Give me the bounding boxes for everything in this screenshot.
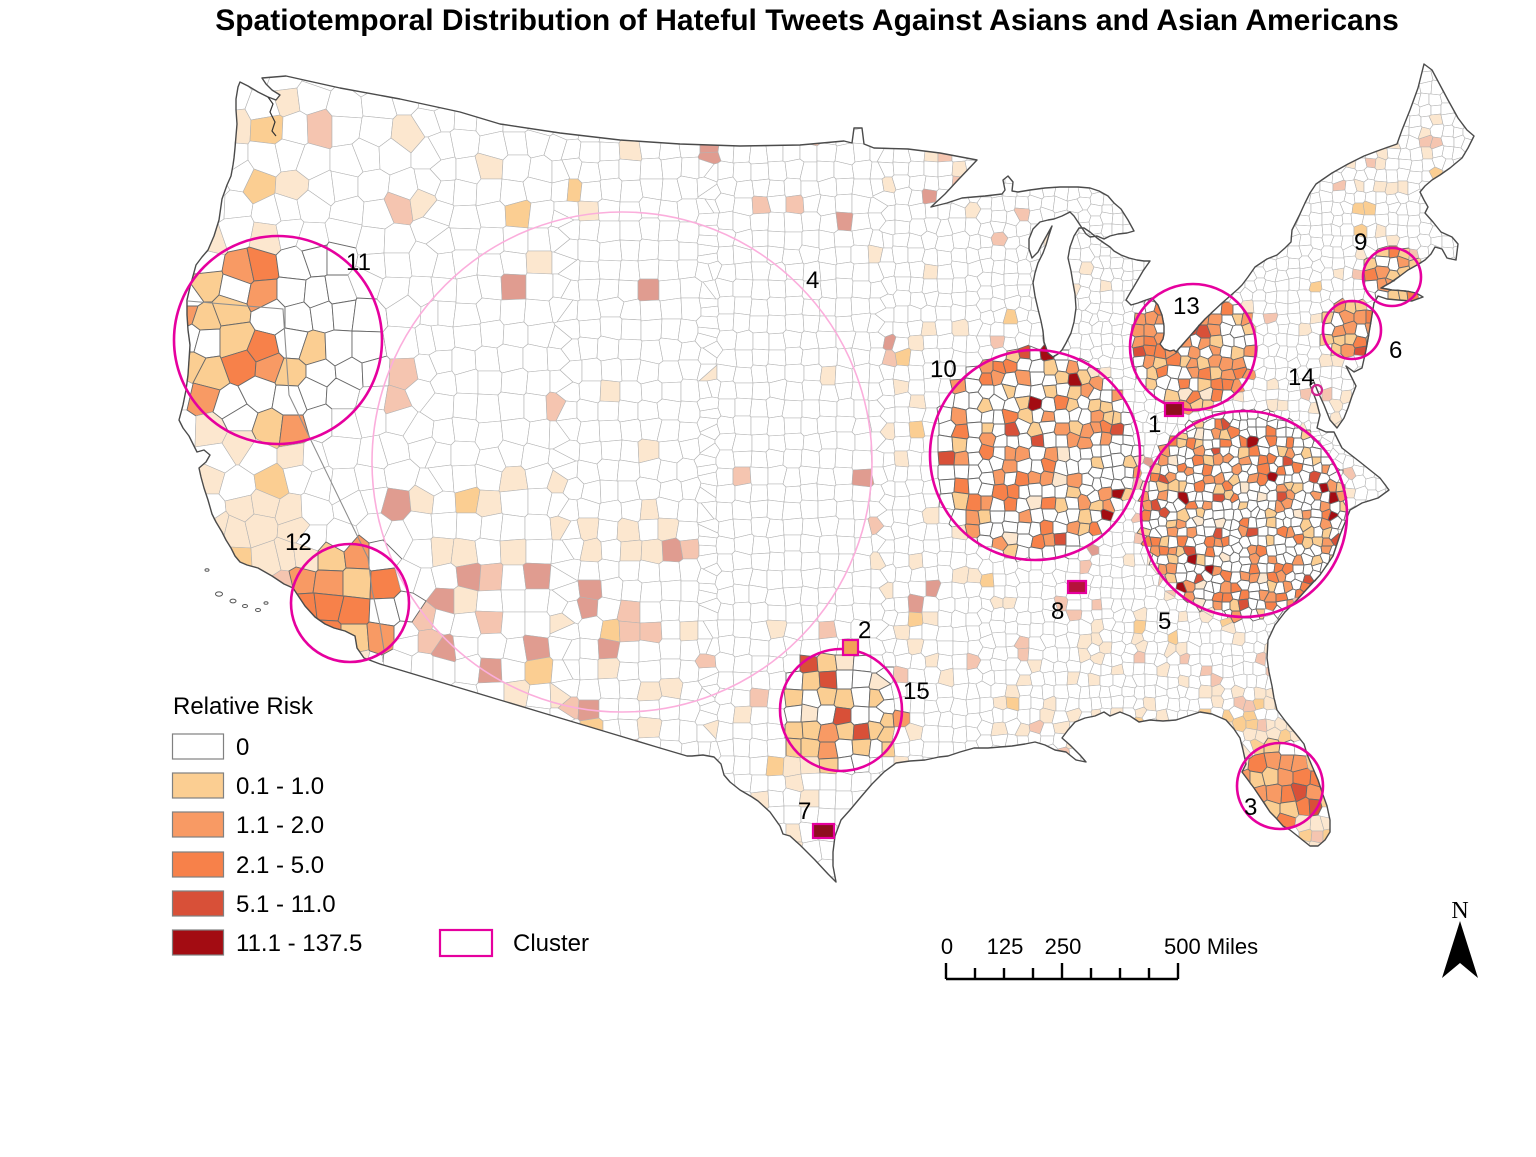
svg-text:1: 1	[1148, 411, 1161, 438]
svg-text:14: 14	[1288, 364, 1315, 391]
svg-text:125: 125	[987, 934, 1024, 959]
svg-text:10: 10	[930, 356, 957, 383]
svg-text:0: 0	[236, 734, 249, 761]
svg-text:9: 9	[1354, 229, 1367, 256]
svg-text:0.1 - 1.0: 0.1 - 1.0	[236, 773, 324, 800]
svg-text:3: 3	[1244, 794, 1257, 821]
svg-text:250: 250	[1045, 934, 1082, 959]
svg-text:Spatiotemporal Distribution of: Spatiotemporal Distribution of Hateful T…	[215, 4, 1399, 37]
svg-text:6: 6	[1389, 337, 1402, 364]
svg-text:11.1 - 137.5: 11.1 - 137.5	[236, 930, 362, 957]
svg-text:12: 12	[285, 529, 312, 556]
svg-text:Cluster: Cluster	[513, 930, 589, 957]
svg-text:4: 4	[806, 267, 819, 294]
svg-text:15: 15	[903, 678, 930, 705]
svg-text:11: 11	[346, 249, 371, 276]
svg-text:0: 0	[941, 934, 953, 959]
svg-text:Relative Risk: Relative Risk	[173, 693, 314, 720]
svg-text:13: 13	[1173, 293, 1200, 320]
svg-text:7: 7	[798, 798, 811, 825]
svg-text:1.1 - 2.0: 1.1 - 2.0	[236, 812, 324, 839]
svg-text:5: 5	[1158, 608, 1171, 635]
svg-text:500 Miles: 500 Miles	[1164, 934, 1258, 959]
svg-text:2.1 - 5.0: 2.1 - 5.0	[236, 852, 324, 879]
svg-text:2: 2	[858, 617, 871, 644]
svg-text:N: N	[1451, 898, 1468, 924]
svg-text:8: 8	[1051, 598, 1064, 625]
svg-text:5.1 - 11.0: 5.1 - 11.0	[236, 891, 336, 918]
